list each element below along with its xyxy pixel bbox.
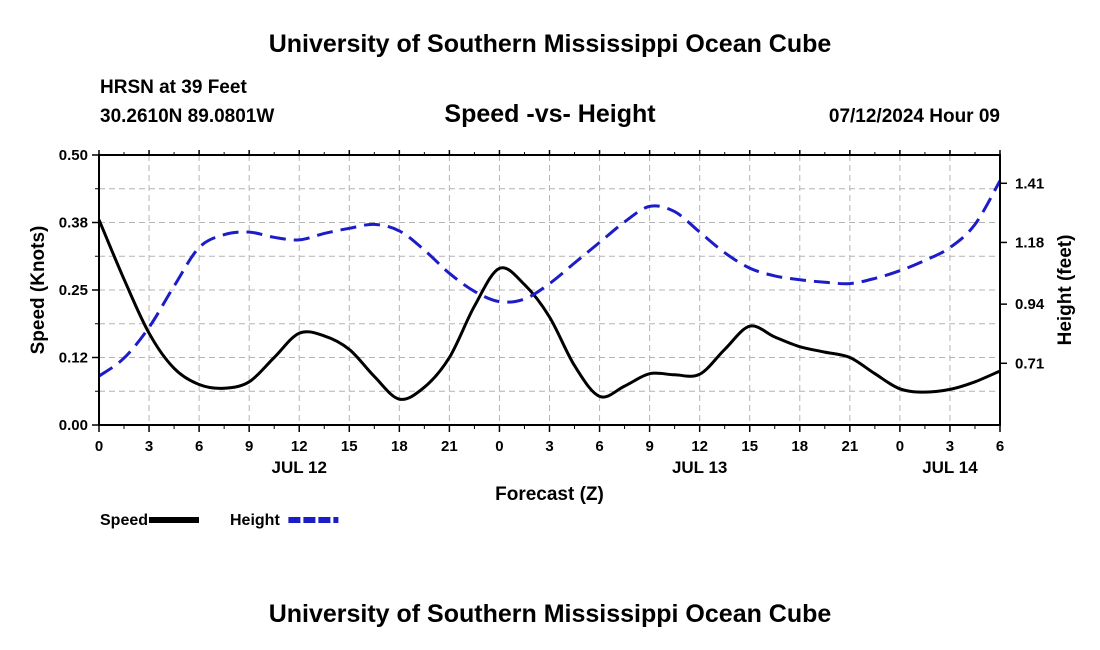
x-tick-label: 12 (691, 438, 708, 455)
y2-tick-label: 1.41 (1015, 175, 1044, 192)
x-tick-label: 0 (896, 438, 904, 455)
y-tick-label: 0.25 (59, 282, 88, 299)
y2-axis-label: Height (feet) (1055, 235, 1076, 346)
x-tick-label: 9 (245, 438, 253, 455)
x-tick-label: 0 (95, 438, 103, 455)
x-tick-label: 15 (741, 438, 758, 455)
x-tick-label: 18 (391, 438, 408, 455)
legend-label-speed: Speed (100, 512, 148, 529)
date-label: JUL 13 (672, 458, 727, 477)
x-tick-label: 18 (791, 438, 808, 455)
x-tick-label: 6 (595, 438, 603, 455)
series-line-speed (97, 219, 1001, 401)
y2-tick-label: 0.71 (1015, 355, 1044, 372)
x-axis-label: Forecast (Z) (495, 484, 604, 505)
grid (99, 155, 1000, 425)
x-tick-label: 3 (145, 438, 153, 455)
x-tick-label: 0 (495, 438, 503, 455)
y-tick-label: 0.00 (59, 417, 88, 434)
x-tick-label: 3 (946, 438, 954, 455)
y-tick-label: 0.12 (59, 350, 88, 367)
date-label: JUL 14 (922, 458, 978, 477)
x-tick-label: 6 (195, 438, 203, 455)
y-tick-label: 0.38 (59, 215, 88, 232)
x-tick-label: 3 (545, 438, 553, 455)
legend-label-height: Height (230, 512, 280, 529)
series-group (97, 179, 1002, 401)
y-tick-label: 0.50 (59, 147, 88, 164)
legend: Speed Height (100, 512, 339, 529)
footer-title: University of Southern Mississippi Ocean… (268, 600, 832, 628)
chart-subtitle: Speed -vs- Height (444, 100, 656, 128)
y2-tick-label: 0.94 (1015, 296, 1045, 313)
chart-title: University of Southern Mississippi Ocean… (268, 30, 832, 58)
station-coordinates: 30.2610N 89.0801W (100, 106, 275, 127)
x-tick-label: 21 (441, 438, 458, 455)
date-label: JUL 12 (271, 458, 326, 477)
issue-time: 07/12/2024 Hour 09 (828, 106, 1000, 127)
x-tick-label: 21 (841, 438, 858, 455)
x-tick-label: 6 (996, 438, 1004, 455)
y-axis-label: Speed (Knots) (28, 226, 49, 355)
station-name: HRSN at 39 Feet (100, 77, 247, 98)
x-tick-label: 15 (341, 438, 358, 455)
x-tick-label: 9 (645, 438, 653, 455)
series-line-height (98, 179, 1002, 378)
axes: 0 3 6 9 12 15 18 21 0 3 6 9 12 15 18 21 0 3 6 JUL 12 JUL 13 J… (59, 147, 1045, 477)
x-tick-label: 12 (291, 438, 308, 455)
y2-tick-label: 1.18 (1015, 234, 1044, 251)
